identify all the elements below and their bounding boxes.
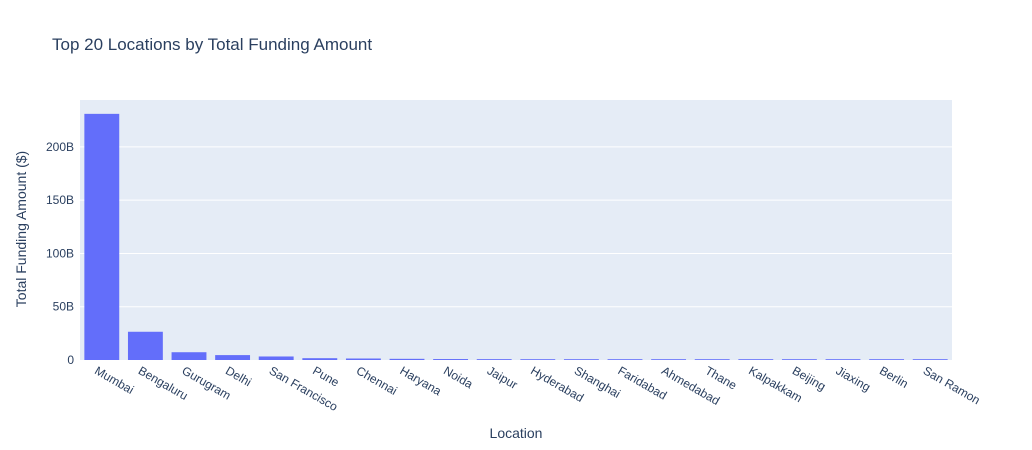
plot-area [80, 100, 952, 360]
bar-beijing[interactable] [781, 359, 817, 360]
bar-shanghai[interactable] [563, 359, 599, 360]
bar-ahmedabad[interactable] [651, 359, 687, 360]
bar-berlin[interactable] [869, 359, 905, 360]
bar-san-ramon[interactable] [912, 359, 948, 360]
bar-hyderabad[interactable] [520, 359, 556, 360]
y-tick-label: 150B [46, 193, 74, 207]
x-tick-label: Berlin [877, 363, 911, 390]
x-tick-label: San Ramon [921, 363, 983, 407]
bar-gurugram[interactable] [171, 352, 207, 360]
y-tick-label: 50B [53, 300, 74, 314]
bar-bengaluru[interactable] [127, 331, 163, 360]
x-tick-label: Gurugram [180, 363, 234, 402]
y-tick-label: 0 [67, 353, 74, 367]
bar-jiaxing[interactable] [825, 359, 861, 360]
x-tick-label: Chennai [354, 363, 400, 397]
x-tick-label: Noida [441, 363, 475, 391]
bar-thane[interactable] [694, 359, 730, 360]
gridlines [80, 146, 952, 308]
bar-chennai[interactable] [345, 358, 381, 360]
x-axis-title: Location [490, 425, 543, 441]
y-axis-title: Total Funding Amount ($) [13, 151, 29, 307]
bar-mumbai[interactable] [84, 113, 120, 360]
x-tick-label: Delhi [223, 363, 254, 389]
bar-jaipur[interactable] [476, 359, 512, 360]
x-tick-label: Haryana [398, 363, 445, 398]
bar-noida[interactable] [433, 359, 469, 360]
y-axis-ticks: 0 50B 100B 150B 200B [46, 140, 74, 367]
bar-haryana[interactable] [389, 358, 425, 360]
x-tick-label: Mumbai [92, 363, 136, 396]
bar-san-francisco[interactable] [258, 356, 294, 360]
chart-title: Top 20 Locations by Total Funding Amount [52, 35, 372, 54]
y-tick-label: 200B [46, 140, 74, 154]
bars [84, 113, 948, 360]
x-tick-label: Jaipur [485, 363, 520, 391]
x-tick-label: Pune [310, 363, 342, 389]
bar-delhi[interactable] [215, 355, 251, 360]
x-tick-label: Jiaxing [834, 363, 873, 394]
x-tick-label: Faridabad [616, 363, 670, 402]
bar-pune[interactable] [302, 358, 338, 360]
bar-kalpakkam[interactable] [738, 359, 774, 360]
bar-faridabad[interactable] [607, 359, 643, 360]
y-tick-label: 100B [46, 246, 74, 260]
